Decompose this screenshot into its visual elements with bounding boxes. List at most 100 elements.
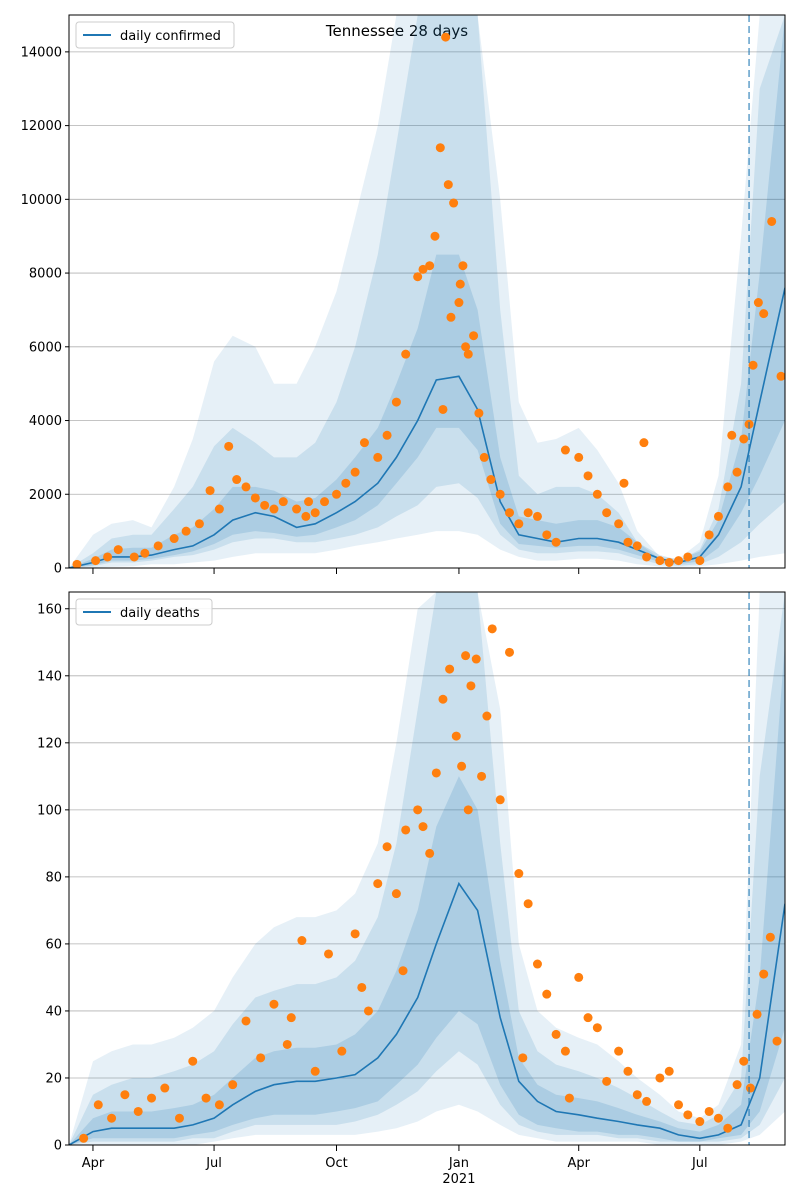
confidence-band — [69, 15, 785, 568]
x-tick-label: Apr — [567, 1156, 590, 1171]
data-point — [461, 342, 471, 352]
data-point — [564, 1093, 574, 1103]
data-point — [188, 1056, 198, 1066]
data-point — [632, 1090, 642, 1100]
data-point — [301, 511, 311, 521]
data-point — [487, 624, 497, 634]
data-point — [413, 805, 423, 815]
data-point — [241, 1016, 251, 1026]
axes-frame — [68, 591, 786, 1146]
plot-area — [69, 592, 785, 1145]
data-point — [350, 467, 360, 477]
data-point — [486, 475, 496, 485]
data-point — [363, 1006, 373, 1016]
data-point — [359, 438, 369, 448]
data-point — [683, 552, 693, 562]
data-point — [445, 664, 455, 674]
data-point — [430, 231, 440, 241]
line-series — [69, 881, 785, 1145]
data-point — [732, 1080, 742, 1090]
data-point — [418, 822, 428, 832]
confidence-band — [69, 592, 785, 1145]
legend-label: daily deaths — [120, 606, 200, 621]
data-point — [201, 1093, 211, 1103]
data-point — [232, 475, 242, 485]
data-point — [523, 508, 533, 518]
x-tick-label: Jan — [448, 1156, 469, 1171]
y-tick-label: 160 — [37, 602, 62, 617]
y-tick-label: 20 — [45, 1071, 62, 1086]
data-point — [398, 966, 408, 976]
data-point — [518, 1053, 528, 1063]
legend-label: daily confirmed — [120, 29, 221, 44]
data-point — [256, 1053, 266, 1063]
data-point — [337, 1046, 347, 1056]
data-point — [269, 504, 279, 514]
data-point — [457, 761, 467, 771]
data-point — [425, 261, 435, 271]
data-point — [655, 556, 665, 566]
data-point — [458, 261, 468, 271]
legend-box — [75, 598, 213, 626]
data-point — [241, 482, 251, 492]
data-point — [514, 519, 524, 529]
y-tick-label: 60 — [45, 937, 62, 952]
data-point — [438, 404, 448, 414]
data-point — [560, 445, 570, 455]
data-point — [443, 180, 453, 190]
data-point — [767, 216, 777, 226]
data-point — [623, 537, 633, 547]
data-point — [435, 143, 445, 153]
data-point — [532, 511, 542, 521]
data-point — [373, 879, 383, 889]
data-point — [454, 298, 464, 308]
confirmed-panel: 0 2000 4000 6000 8000 10000 12000 14000 daily co… — [21, 14, 786, 577]
data-point — [297, 936, 307, 946]
data-point — [623, 1066, 633, 1076]
x-tick-label: Apr — [82, 1156, 105, 1171]
data-point — [103, 552, 113, 562]
data-point — [357, 982, 367, 992]
data-point — [753, 298, 763, 308]
data-point — [479, 452, 489, 462]
data-point — [776, 371, 785, 381]
y-tick-label: 2000 — [29, 488, 62, 503]
data-point — [592, 1023, 602, 1033]
data-point — [169, 534, 179, 544]
data-point — [455, 279, 465, 289]
data-point — [446, 312, 456, 322]
data-point — [619, 478, 629, 488]
data-point — [723, 1123, 733, 1133]
x-tick-label: Jul — [691, 1156, 708, 1171]
data-point — [482, 711, 492, 721]
data-point — [214, 504, 224, 514]
data-point — [401, 825, 411, 835]
data-point — [642, 552, 652, 562]
data-point — [655, 1073, 665, 1083]
data-point — [382, 430, 392, 440]
y-tick-label: 8000 — [29, 267, 62, 282]
data-point — [505, 508, 515, 518]
confidence-band — [69, 15, 785, 568]
data-point — [583, 471, 593, 481]
x-tick-label: Oct — [325, 1156, 347, 1171]
data-point — [449, 198, 459, 208]
data-point — [477, 771, 487, 781]
data-point — [133, 1106, 143, 1116]
data-point — [560, 1046, 570, 1056]
data-point — [214, 1100, 224, 1110]
data-point — [304, 497, 314, 507]
data-point — [614, 519, 624, 529]
data-point — [713, 1113, 723, 1123]
data-point — [79, 1133, 89, 1143]
y-tick-label: 40 — [45, 1004, 62, 1019]
data-point — [194, 519, 204, 529]
data-point — [413, 272, 423, 282]
x-tick-label: Jul — [205, 1156, 222, 1171]
data-point — [292, 504, 302, 514]
data-point — [592, 489, 602, 499]
data-point — [228, 1080, 238, 1090]
data-point — [160, 1083, 170, 1093]
data-point — [391, 889, 401, 899]
chart-title: Tennessee 28 days — [325, 22, 468, 40]
